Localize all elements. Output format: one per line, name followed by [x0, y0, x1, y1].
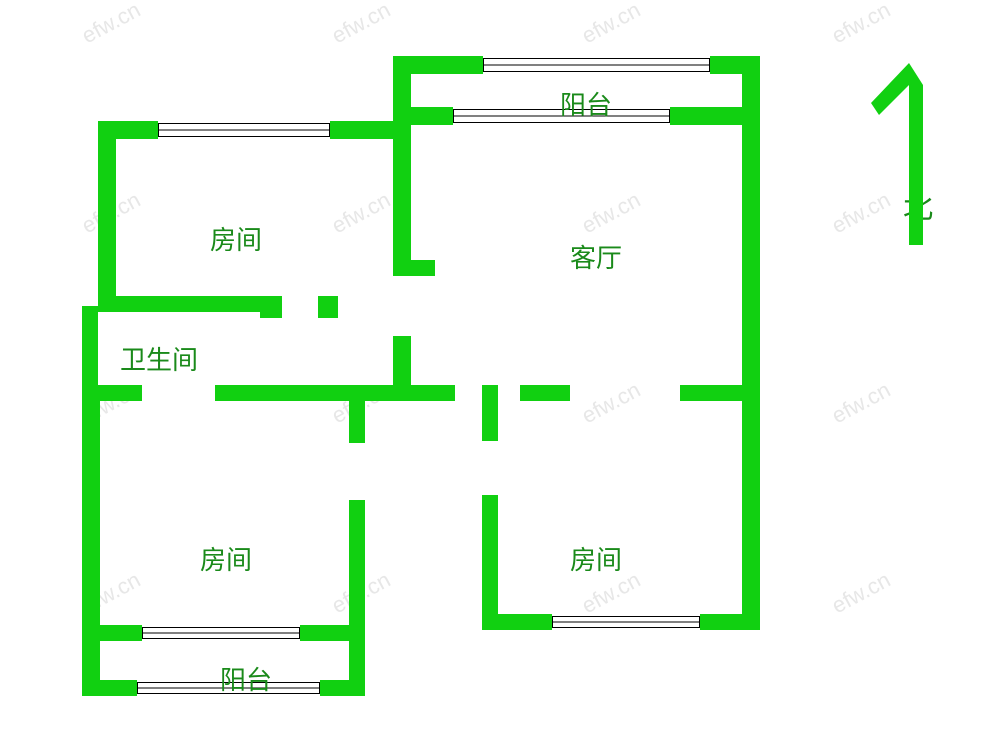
wall-hall-stub-l — [393, 385, 455, 401]
watermark-text: efw.cn — [78, 0, 145, 49]
label-bathroom: 卫生间 — [120, 340, 198, 377]
watermark-text: efw.cn — [578, 187, 645, 239]
label-balcony-bot: 阳台 — [220, 660, 272, 697]
label-living-room: 客厅 — [570, 238, 622, 275]
window-win-se-bottom — [552, 616, 700, 628]
window-win-nw-top — [158, 123, 330, 137]
wall-lr-stub-left — [393, 260, 435, 276]
wall-hall-stub-r — [520, 385, 570, 401]
wall-sw-bot-l — [82, 680, 137, 696]
wall-nw-bot-stub — [318, 296, 338, 318]
watermark-text: efw.cn — [578, 377, 645, 429]
wall-south-bot-r — [700, 614, 760, 630]
watermark-text: efw.cn — [828, 567, 895, 619]
wall-nw-bot — [98, 296, 268, 312]
wall-sw-right-v2 — [349, 500, 365, 696]
wall-south-bot-l — [482, 614, 552, 630]
wall-se-left-v-top — [482, 385, 498, 441]
label-balcony-top: 阳台 — [560, 85, 612, 122]
label-room-sw: 房间 — [200, 540, 252, 577]
label-room-se: 房间 — [570, 540, 622, 577]
watermark-text: efw.cn — [828, 377, 895, 429]
wall-sw-inner-floor-l — [82, 625, 142, 641]
watermark-text: efw.cn — [578, 0, 645, 49]
north-arrow-icon — [855, 45, 925, 245]
wall-right-outer-v — [742, 107, 760, 630]
window-win-sw-inner — [142, 627, 300, 639]
wall-bath-bot-r — [215, 385, 410, 401]
wall-nw-left-v — [98, 121, 116, 311]
watermark-text: efw.cn — [328, 0, 395, 49]
wall-sw-right-v — [349, 385, 365, 443]
wall-mid-top-v — [393, 121, 411, 276]
window-win-top-balcony — [483, 58, 710, 72]
wall-nw-stub — [260, 296, 282, 318]
wall-se-left-v — [482, 495, 498, 630]
watermark-text: efw.cn — [828, 0, 895, 49]
watermark-text: efw.cn — [328, 187, 395, 239]
label-room-nw: 房间 — [210, 220, 262, 257]
wall-sw-left-v — [82, 385, 100, 695]
